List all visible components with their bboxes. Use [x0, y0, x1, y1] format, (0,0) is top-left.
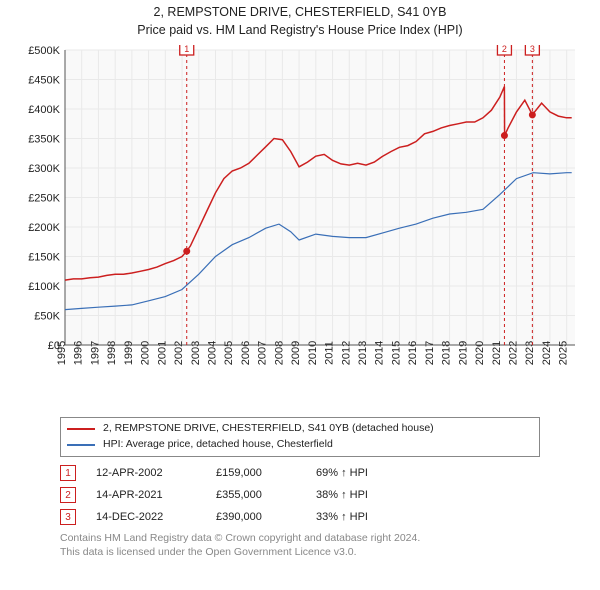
svg-text:2005: 2005 [223, 341, 235, 365]
svg-text:2000: 2000 [140, 341, 152, 365]
svg-text:2012: 2012 [340, 341, 352, 365]
event-row: 2 14-APR-2021£355,00038% ↑ HPI [60, 487, 590, 503]
footer-line-1: Contains HM Land Registry data © Crown c… [60, 531, 590, 546]
svg-text:£300K: £300K [28, 163, 60, 175]
svg-text:£400K: £400K [28, 104, 60, 116]
svg-text:1995: 1995 [56, 341, 68, 365]
svg-text:1998: 1998 [106, 341, 118, 365]
event-price: £355,000 [216, 489, 316, 501]
title-line-2: Price paid vs. HM Land Registry's House … [10, 22, 590, 40]
event-date: 12-APR-2002 [96, 467, 216, 479]
svg-text:2015: 2015 [390, 341, 402, 365]
svg-text:2007: 2007 [257, 341, 269, 365]
event-pct: 33% ↑ HPI [316, 511, 436, 523]
event-price: £390,000 [216, 511, 316, 523]
footer-line-2: This data is licensed under the Open Gov… [60, 545, 590, 560]
events-table: 1 12-APR-2002£159,00069% ↑ HPI 2 14-APR-202… [60, 465, 590, 525]
event-row: 1 12-APR-2002£159,00069% ↑ HPI [60, 465, 590, 481]
chart-area: £0£50K£100K£150K£200K£250K£300K£350K£400… [15, 45, 585, 415]
legend-row: 2, REMPSTONE DRIVE, CHESTERFIELD, S41 0Y… [67, 421, 533, 437]
svg-text:£450K: £450K [28, 75, 60, 87]
svg-text:2025: 2025 [558, 341, 570, 365]
svg-text:2017: 2017 [424, 341, 436, 365]
svg-text:1996: 1996 [73, 341, 85, 365]
chart-container: 2, REMPSTONE DRIVE, CHESTERFIELD, S41 0Y… [0, 0, 600, 590]
svg-text:2013: 2013 [357, 341, 369, 365]
svg-text:2010: 2010 [307, 341, 319, 365]
event-pct: 38% ↑ HPI [316, 489, 436, 501]
event-pct: 69% ↑ HPI [316, 467, 436, 479]
svg-text:1999: 1999 [123, 341, 135, 365]
title-line-1: 2, REMPSTONE DRIVE, CHESTERFIELD, S41 0Y… [10, 4, 590, 22]
svg-text:£250K: £250K [28, 193, 60, 205]
svg-text:£50K: £50K [34, 311, 60, 323]
event-marker: 1 [60, 465, 76, 481]
svg-text:2020: 2020 [474, 341, 486, 365]
legend: 2, REMPSTONE DRIVE, CHESTERFIELD, S41 0Y… [60, 417, 540, 457]
svg-text:2021: 2021 [491, 341, 503, 365]
svg-text:2023: 2023 [524, 341, 536, 365]
svg-text:2006: 2006 [240, 341, 252, 365]
svg-text:2003: 2003 [190, 341, 202, 365]
svg-text:2019: 2019 [457, 341, 469, 365]
event-marker: 3 [60, 509, 76, 525]
event-marker: 2 [60, 487, 76, 503]
svg-text:£100K: £100K [28, 281, 60, 293]
svg-text:2024: 2024 [541, 341, 553, 365]
chart-svg: £0£50K£100K£150K£200K£250K£300K£350K£400… [15, 45, 585, 415]
svg-text:2022: 2022 [507, 341, 519, 365]
svg-text:3: 3 [530, 45, 535, 54]
svg-text:2016: 2016 [407, 341, 419, 365]
legend-label: HPI: Average price, detached house, Ches… [103, 437, 333, 453]
footer: Contains HM Land Registry data © Crown c… [60, 531, 590, 560]
svg-text:£150K: £150K [28, 252, 60, 264]
svg-text:£200K: £200K [28, 222, 60, 234]
legend-label: 2, REMPSTONE DRIVE, CHESTERFIELD, S41 0Y… [103, 421, 434, 437]
svg-text:2008: 2008 [273, 341, 285, 365]
svg-text:2014: 2014 [374, 341, 386, 365]
event-date: 14-APR-2021 [96, 489, 216, 501]
event-date: 14-DEC-2022 [96, 511, 216, 523]
svg-text:1997: 1997 [89, 341, 101, 365]
svg-text:2: 2 [502, 45, 507, 54]
svg-text:£350K: £350K [28, 134, 60, 146]
event-price: £159,000 [216, 467, 316, 479]
svg-text:1: 1 [184, 45, 189, 54]
svg-text:2004: 2004 [206, 341, 218, 365]
svg-text:£500K: £500K [28, 45, 60, 57]
svg-text:2009: 2009 [290, 341, 302, 365]
svg-text:2002: 2002 [173, 341, 185, 365]
legend-swatch [67, 444, 95, 446]
event-row: 3 14-DEC-2022£390,00033% ↑ HPI [60, 509, 590, 525]
legend-row: HPI: Average price, detached house, Ches… [67, 437, 533, 453]
svg-text:2018: 2018 [441, 341, 453, 365]
legend-swatch [67, 428, 95, 430]
svg-text:2001: 2001 [156, 341, 168, 365]
